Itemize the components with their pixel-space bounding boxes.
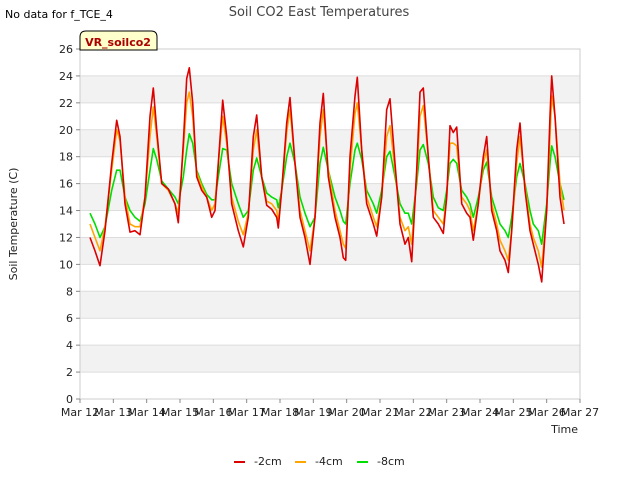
plot-band (80, 372, 580, 399)
y-tick-label: 16 (59, 178, 73, 191)
x-tick-label: Mar 14 (128, 406, 166, 419)
plot-frame (79, 48, 581, 400)
y-tick-label: 12 (59, 231, 73, 244)
y-tick-label: 6 (66, 312, 73, 325)
y-tick-label: 18 (59, 151, 73, 164)
plot-band (80, 345, 580, 373)
y-tick-label: 0 (66, 393, 73, 406)
x-tick-label: Mar 20 (328, 406, 366, 419)
site-label: VR_soilco2 (85, 36, 151, 49)
plot-bands (80, 49, 580, 399)
x-axis-label: Time (550, 423, 578, 436)
site-label-box: VR_soilco2 (79, 30, 158, 51)
series-line-2cm (89, 67, 565, 283)
plot-band (80, 129, 580, 157)
y-tick-label: 26 (59, 43, 73, 56)
plot-band (80, 318, 580, 346)
y-tick-label: 4 (66, 339, 73, 352)
legend-label: -4cm (315, 455, 343, 468)
legend-label: -8cm (377, 455, 405, 468)
x-tick-label: Mar 17 (228, 406, 266, 419)
x-tick-label: Mar 18 (261, 406, 299, 419)
plot-band (80, 264, 580, 292)
x-tick-label: Mar 13 (94, 406, 132, 419)
x-tick-label: Mar 19 (294, 406, 332, 419)
y-tick-label: 20 (59, 124, 73, 137)
plot-band (80, 102, 580, 130)
legend: -2cm -4cm -8cm (234, 455, 405, 468)
y-tick-label: 24 (59, 70, 73, 83)
x-tick-label: Mar 22 (394, 406, 432, 419)
y-tick-label: 10 (59, 258, 73, 271)
series-lines (89, 67, 565, 283)
legend-label: -2cm (254, 455, 282, 468)
plot-band (80, 237, 580, 265)
x-tick-label: Mar 23 (428, 406, 466, 419)
x-tick-label: Mar 15 (161, 406, 199, 419)
x-tick-label: Mar 12 (61, 406, 99, 419)
plot-band (80, 210, 580, 238)
x-tick-label: Mar 27 (561, 406, 599, 419)
x-tick-label: Mar 25 (494, 406, 532, 419)
plot-band (80, 75, 580, 103)
y-tick-label: 8 (66, 285, 73, 298)
y-tick-label: 14 (59, 205, 73, 218)
x-tick-label: Mar 26 (528, 406, 566, 419)
y-axis-label: Soil Temperature (C) (7, 168, 20, 281)
plot-band (80, 291, 580, 319)
y-tick-label: 2 (66, 366, 73, 379)
y-tick-label: 22 (59, 97, 73, 110)
x-tick-label: Mar 21 (361, 406, 399, 419)
chart-title: Soil CO2 East Temperatures (229, 5, 410, 20)
x-tick-label: Mar 24 (461, 406, 499, 419)
x-tick-label: Mar 16 (194, 406, 232, 419)
no-data-note: No data for f_TCE_4 (5, 8, 113, 21)
plot-band (80, 49, 580, 76)
